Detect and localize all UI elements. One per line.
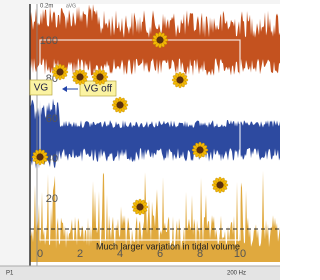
flower-center bbox=[136, 203, 144, 211]
flower-center bbox=[156, 36, 164, 44]
sunflower bbox=[111, 96, 129, 114]
callout-text: VG off bbox=[84, 84, 112, 95]
caption: Much larger variation in tidal volume bbox=[96, 241, 240, 251]
sunflower bbox=[131, 198, 149, 216]
y-axis-label: 60 bbox=[46, 113, 58, 125]
vg-off-callout: VG off bbox=[62, 80, 117, 97]
x-axis-label: 10 bbox=[234, 248, 246, 260]
stickers bbox=[31, 31, 229, 216]
status-right: 200 Hz bbox=[227, 271, 246, 277]
trace-volume bbox=[30, 170, 280, 262]
scale-label: 0.2m bbox=[40, 4, 53, 10]
x-axis-label: 0 bbox=[37, 248, 43, 260]
x-axis-label: 2 bbox=[77, 248, 83, 260]
sunflower bbox=[151, 31, 169, 49]
sunflower bbox=[171, 71, 189, 89]
x-axis: 0 2 4 6 8 10 bbox=[37, 248, 246, 260]
flower-center bbox=[76, 73, 84, 81]
channel-label: aVG bbox=[66, 3, 76, 9]
grid-box bbox=[39, 39, 241, 241]
page: 0.2m aVG 100 80 60 40 20 0 2 4 6 8 10 VG… bbox=[0, 0, 280, 280]
trace-flow bbox=[30, 98, 280, 169]
status-left: P1 bbox=[6, 271, 14, 277]
y-axis: 100 80 60 40 20 bbox=[40, 35, 58, 205]
callout-arrowhead bbox=[62, 86, 67, 92]
callout-text: VG bbox=[34, 83, 49, 94]
y-axis-label: 40 bbox=[46, 153, 58, 165]
flower-center bbox=[116, 101, 124, 109]
sunflower bbox=[91, 68, 109, 86]
status-bar bbox=[0, 266, 280, 280]
sunflower bbox=[211, 176, 229, 194]
flower-center bbox=[36, 153, 44, 161]
flower-center bbox=[176, 76, 184, 84]
y-axis-label: 100 bbox=[40, 35, 58, 47]
x-axis-label: 8 bbox=[197, 248, 203, 260]
flower-center bbox=[56, 68, 64, 76]
callout-box bbox=[29, 79, 53, 96]
vg-callout: VG bbox=[29, 79, 53, 96]
screenshot: 0.2m aVG 100 80 60 40 20 0 2 4 6 8 10 VG… bbox=[0, 0, 280, 280]
flower-center bbox=[216, 181, 224, 189]
flower-center bbox=[96, 73, 104, 81]
sunflower bbox=[71, 68, 89, 86]
sunflower bbox=[31, 148, 49, 166]
y-axis-label: 20 bbox=[46, 193, 58, 205]
x-axis-label: 6 bbox=[157, 248, 163, 260]
flower-center bbox=[196, 146, 204, 154]
x-axis-label: 4 bbox=[117, 248, 123, 260]
sunflower bbox=[191, 141, 209, 159]
sunflower bbox=[51, 63, 69, 81]
